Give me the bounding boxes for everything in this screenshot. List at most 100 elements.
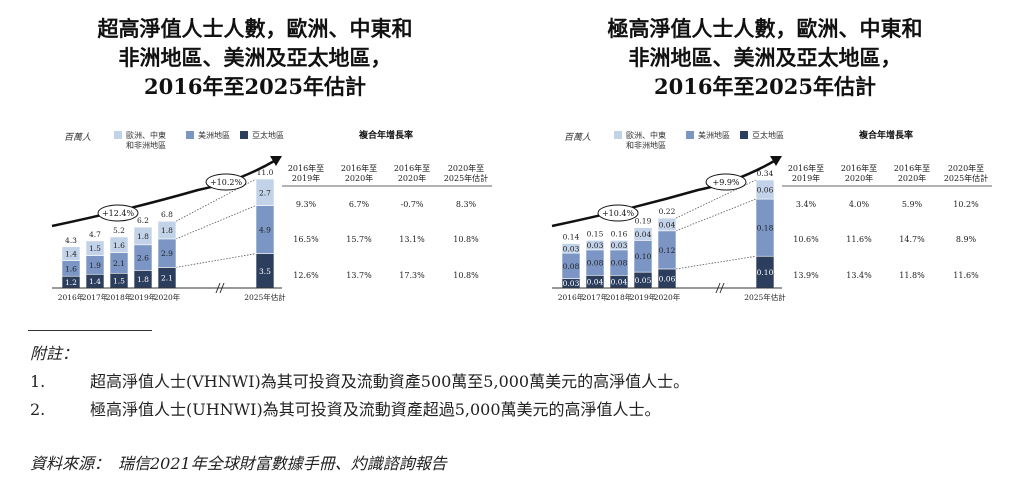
data-label: 0.03 [587, 241, 604, 250]
bar-segment [755, 179, 775, 200]
cagr-header: 2016年至 [841, 163, 877, 173]
data-label: 0.08 [611, 259, 628, 268]
total-label: 11.0 [257, 168, 274, 177]
arrow-head [770, 156, 782, 166]
data-label: 2.1 [161, 274, 173, 283]
cagr-cell: 8.9% [956, 235, 977, 244]
cagr-cell: 3.4% [796, 200, 817, 209]
x-tick-label: 2017年 [82, 292, 109, 302]
note-number: 1. [30, 372, 46, 391]
bar-segment [61, 246, 81, 261]
growth-badge [597, 204, 639, 222]
cagr-header: 2019年 [792, 173, 820, 183]
data-label: 0.03 [563, 279, 580, 288]
data-label: 0.05 [635, 276, 652, 285]
bar-segment [657, 217, 677, 232]
growth-rate-label: +10.4% [602, 209, 635, 218]
note-number: 2. [30, 400, 46, 419]
data-label: 3.5 [259, 267, 271, 276]
data-label: 0.08 [587, 259, 604, 268]
data-label: 2.1 [113, 259, 125, 268]
total-label: 0.19 [635, 217, 652, 226]
data-label: 1.8 [161, 226, 173, 235]
cagr-header: 2025年估計 [444, 173, 488, 183]
data-label: 0.06 [757, 186, 774, 195]
data-label: 0.04 [635, 230, 652, 239]
data-label: 0.06 [659, 274, 676, 283]
legend-label: 美洲地區 [698, 130, 730, 140]
total-label: 0.22 [659, 207, 676, 216]
cagr-cell: 13.9% [793, 271, 819, 280]
data-label: 1.5 [89, 244, 101, 253]
data-label: 2.7 [259, 188, 271, 197]
cagr-cell: 14.7% [899, 235, 925, 244]
note-item: 2. 極高淨值人士(UHNWI)為其可投資及流動資產超過5,000萬美元的高淨值… [30, 396, 689, 424]
legend-label: 美洲地區 [198, 130, 230, 140]
x-tick-label: 2016年 [58, 292, 85, 302]
cagr-cell: 6.7% [349, 200, 370, 209]
cagr-cell: 9.3% [296, 200, 317, 209]
legend-label: 亞太地區 [252, 130, 284, 140]
bar-segment [133, 226, 153, 246]
connector-line [675, 255, 757, 270]
source-line: 資料來源： 瑞信2021年全球財富數據手冊、灼識諮詢報告 [30, 454, 447, 473]
data-label: 2.6 [137, 254, 149, 263]
x-tick-label: 2018年 [106, 292, 133, 302]
axis-break-mark [219, 282, 225, 294]
legend-swatch [114, 131, 122, 139]
legend-swatch [740, 131, 748, 139]
connector-line [175, 253, 257, 268]
data-label: 1.9 [89, 261, 101, 270]
cagr-cell: -0.7% [400, 200, 423, 209]
data-label: 2.9 [161, 249, 173, 258]
total-label: 4.7 [89, 230, 101, 239]
data-label: 0.12 [659, 246, 676, 255]
axis-break-mark [715, 282, 721, 294]
cagr-cell: 13.7% [346, 271, 372, 280]
cagr-header: 2020年至 [948, 163, 984, 173]
cagr-cell: 12.6% [293, 271, 319, 280]
total-label: 6.2 [137, 216, 149, 225]
data-label: 4.9 [259, 226, 271, 235]
data-label: 0.10 [757, 268, 774, 277]
note-text: 超高淨值人士(VHNWI)為其可投資及流動資產500萬至5,000萬美元的高淨值… [90, 372, 690, 391]
bar-segment [585, 240, 605, 251]
notes: 附註： 1. 超高淨值人士(VHNWI)為其可投資及流動資產500萬至5,000… [30, 340, 689, 424]
cagr-cell: 8.3% [456, 200, 477, 209]
cagr-header: 2025年估計 [944, 173, 988, 183]
growth-badge [97, 204, 139, 222]
x-tick-label: 2019年 [630, 292, 657, 302]
cagr-header: 2020年 [898, 173, 926, 183]
cagr-header: 2020年 [398, 173, 426, 183]
y-axis-label: 百萬人 [564, 132, 591, 143]
data-label: 0.04 [587, 278, 604, 287]
growth-arrow [51, 158, 277, 228]
cagr-cell: 11.6% [953, 271, 979, 280]
cagr-header: 2020年至 [448, 163, 484, 173]
x-tick-label: 2018年 [606, 292, 633, 302]
data-label: 1.5 [113, 277, 125, 286]
total-label: 0.15 [587, 229, 604, 238]
growth-rate-label: +12.4% [102, 209, 135, 218]
cagr-cell: 11.8% [899, 271, 925, 280]
bar-segment [609, 240, 629, 251]
cagr-header: 2020年 [345, 173, 373, 183]
data-label: 0.03 [611, 241, 628, 250]
data-label: 1.6 [113, 241, 125, 250]
x-tick-label: 2025年估計 [244, 292, 286, 302]
data-label: 0.04 [611, 278, 628, 287]
connector-line [675, 198, 757, 232]
x-tick-label: 2025年估計 [744, 292, 786, 302]
arrow-head [270, 156, 282, 166]
x-tick-label: 2020年 [654, 292, 681, 302]
cagr-cell: 5.9% [902, 200, 923, 209]
legend-swatch [614, 131, 622, 139]
data-label: 1.4 [65, 250, 77, 259]
legend-swatch [240, 131, 248, 139]
legend-label: 歐洲、中東和非洲地區 [626, 130, 666, 150]
cagr-cell: 13.4% [846, 271, 872, 280]
data-label: 1.8 [137, 275, 149, 284]
cagr-header: 2020年 [845, 173, 873, 183]
uhnwi-chart: 百萬人 歐洲、中東和非洲地區 美洲地區 亞太地區 0.03 0.08 0.03 0.14 201… [548, 118, 1008, 317]
axis-break-mark [719, 282, 725, 294]
